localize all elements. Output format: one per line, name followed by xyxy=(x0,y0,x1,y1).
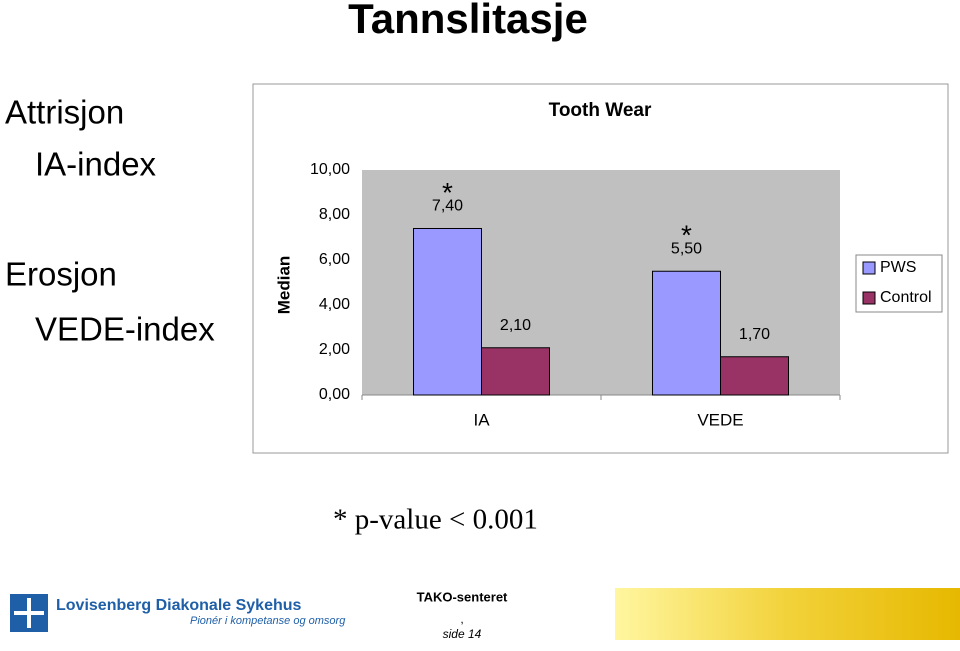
side-label: IA-index xyxy=(35,146,157,183)
y-tick-label: 0,00 xyxy=(319,386,350,403)
y-axis-title: Median xyxy=(274,256,293,315)
page-number: side 14 xyxy=(443,627,482,641)
logo-tagline: Pionér i kompetanse og omsorg xyxy=(190,615,346,627)
footer-comma: , xyxy=(460,612,463,626)
plot: 0,002,004,006,008,0010,00IA7,40*2,10VEDE… xyxy=(310,161,943,429)
slide-title: Tannslitasje xyxy=(348,0,588,42)
legend-swatch xyxy=(862,261,876,275)
bar xyxy=(413,228,482,396)
y-tick-label: 8,00 xyxy=(319,206,350,223)
side-label: Erosjon xyxy=(5,256,117,293)
value-label: 2,10 xyxy=(500,317,531,334)
value-label: 1,70 xyxy=(739,326,770,343)
legend-label: Control xyxy=(880,289,932,306)
y-tick-label: 2,00 xyxy=(319,341,350,358)
legend-label: PWS xyxy=(880,259,916,276)
bar xyxy=(720,356,789,396)
logo-name: Lovisenberg Diakonale Sykehus xyxy=(56,597,302,614)
chart-title: Tooth Wear xyxy=(549,100,652,121)
y-tick-label: 4,00 xyxy=(319,296,350,313)
footer-title: TAKO-senteret xyxy=(417,589,508,604)
logo-cross xyxy=(14,598,44,628)
bar xyxy=(481,347,550,396)
x-tick-label: IA xyxy=(473,410,490,429)
bar xyxy=(652,270,721,396)
significance-star: * xyxy=(442,177,453,208)
footnote: * p-value < 0.001 xyxy=(333,504,538,536)
significance-star: * xyxy=(681,220,692,251)
y-tick-label: 10,00 xyxy=(310,161,350,178)
value-label: 7,40 xyxy=(432,198,463,215)
y-tick-label: 6,00 xyxy=(319,251,350,268)
side-label: VEDE-index xyxy=(35,311,215,348)
decorative-band xyxy=(615,588,960,640)
side-label: Attrisjon xyxy=(5,94,124,131)
value-label: 5,50 xyxy=(671,240,702,257)
x-tick-label: VEDE xyxy=(697,410,743,429)
legend-swatch xyxy=(862,291,876,305)
